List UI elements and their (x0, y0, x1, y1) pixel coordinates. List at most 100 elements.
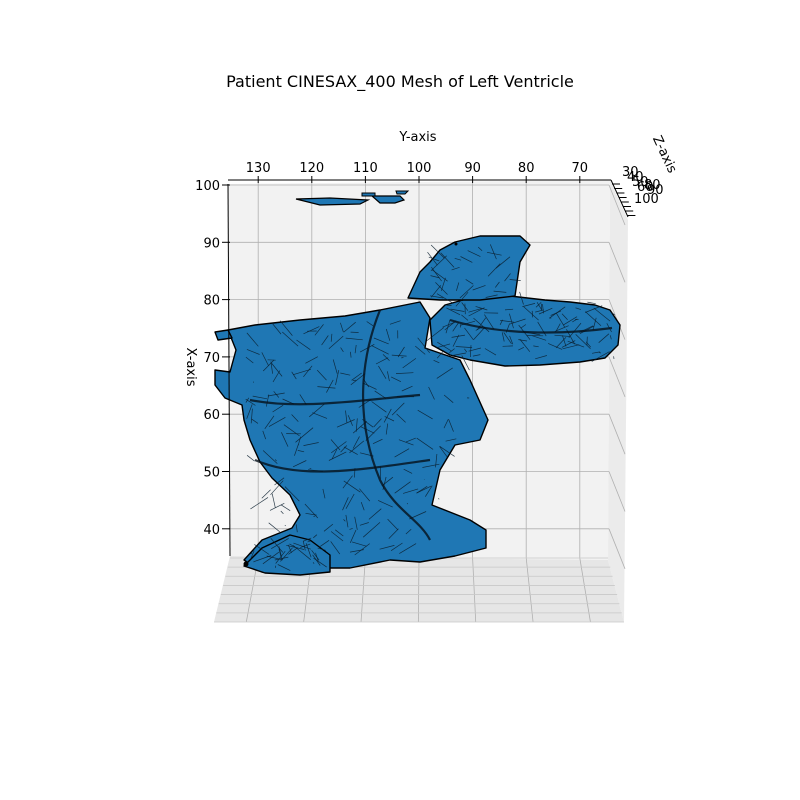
mesh-edge (587, 301, 596, 305)
mesh-edge (284, 486, 300, 502)
side-grid-line (608, 414, 626, 455)
mesh-edge (417, 337, 430, 354)
mesh-edge (270, 538, 284, 553)
mesh-edge (467, 250, 481, 257)
mesh-edge (403, 468, 413, 474)
mesh-edge (300, 543, 311, 548)
mesh-edge (489, 244, 497, 260)
mesh-edge (302, 540, 306, 551)
mesh-edge (460, 320, 476, 326)
mesh-edge (452, 352, 467, 356)
mesh-edge (246, 404, 253, 419)
mesh-edge (277, 564, 291, 571)
mesh-edge (585, 311, 602, 326)
mesh-edge (377, 500, 393, 508)
side-grid-line (608, 528, 626, 569)
z-tick-label: 100 (634, 192, 659, 207)
mesh-edge (452, 322, 459, 332)
mesh-edge (351, 372, 362, 381)
z-tick-label: 30 (622, 165, 639, 180)
mesh-edge (289, 543, 295, 548)
mesh-edge (252, 395, 268, 400)
mesh-edge (330, 541, 341, 555)
mesh-edge (448, 419, 454, 432)
tick-labels: 130 120 110 100 90 80 704050607080901003040506… (195, 161, 663, 538)
mesh-edge (518, 339, 528, 342)
mesh-edge (303, 326, 320, 335)
mesh-edge (266, 555, 283, 561)
mesh-edge (591, 351, 610, 362)
mesh-edge (304, 503, 319, 519)
mesh-edge (436, 343, 451, 349)
mesh-edge (307, 540, 312, 543)
mesh-fragment (295, 197, 371, 206)
mesh-edge (538, 307, 553, 315)
mesh-edge (330, 333, 333, 342)
mesh-edge (382, 354, 390, 361)
side-grid-line (608, 242, 626, 283)
mesh-edge (340, 372, 351, 376)
mesh-edge (450, 308, 465, 312)
mesh-edge (342, 475, 353, 489)
mesh-edge (396, 413, 406, 423)
x-axis-line (227, 183, 231, 557)
mesh-edge (464, 327, 474, 340)
mesh-edge (317, 386, 336, 389)
mesh-edge (328, 335, 344, 350)
axes (222, 176, 636, 557)
mesh-edge (245, 397, 250, 403)
mesh-edge (535, 309, 544, 313)
mesh-edge (362, 382, 377, 390)
mesh-edge (495, 281, 500, 288)
mesh-fragment (370, 195, 406, 204)
mesh-edge (593, 307, 611, 322)
mesh-edge (246, 349, 260, 355)
mesh-edge (354, 543, 370, 556)
mesh-edge (362, 522, 381, 538)
mesh-edge (555, 323, 561, 332)
mesh-edge (279, 320, 293, 336)
mesh-edge (328, 451, 347, 461)
mesh-edge (272, 404, 284, 413)
mesh-edge (501, 332, 505, 342)
mesh-edge (522, 303, 536, 307)
y-tick-label: 70 (572, 161, 589, 176)
y-tick-label: 130 (246, 161, 271, 176)
mesh-edge (389, 320, 401, 325)
mesh-edge (547, 343, 563, 350)
mesh-edge (401, 385, 413, 392)
mesh-edge (495, 256, 511, 269)
mesh-edge (405, 529, 412, 535)
mesh-edge (384, 416, 395, 422)
mesh-edge (395, 372, 414, 374)
mesh-edge (347, 415, 353, 426)
mesh-edge (278, 548, 282, 557)
mesh-edge (340, 322, 344, 333)
mesh-edge (291, 371, 297, 380)
x-tick-label: 90 (203, 236, 220, 251)
mesh-edge (431, 269, 448, 282)
mesh-edge (345, 493, 355, 509)
mesh-edge (473, 317, 490, 333)
mesh-edge (345, 337, 363, 341)
z-axis-line (610, 179, 629, 218)
mesh-edge (342, 497, 349, 511)
mesh-edge (456, 282, 460, 291)
mesh-edge (280, 504, 291, 511)
mesh-edge (484, 314, 495, 330)
mesh-edge (519, 291, 524, 305)
mesh-edge (468, 307, 485, 317)
mesh-edge (303, 365, 313, 378)
mesh-edge (455, 291, 469, 307)
mesh-edge (360, 426, 375, 434)
mesh-edge (250, 552, 253, 555)
y-tick-label: 110 (353, 161, 378, 176)
mesh-edge (509, 313, 514, 329)
mesh-edge (572, 318, 578, 323)
mesh-edge (274, 477, 285, 486)
mesh-edge (349, 528, 353, 530)
mesh-edge (274, 556, 289, 561)
mesh-edge (374, 390, 387, 399)
mesh-edge (417, 409, 433, 420)
mesh-edge (431, 266, 442, 282)
